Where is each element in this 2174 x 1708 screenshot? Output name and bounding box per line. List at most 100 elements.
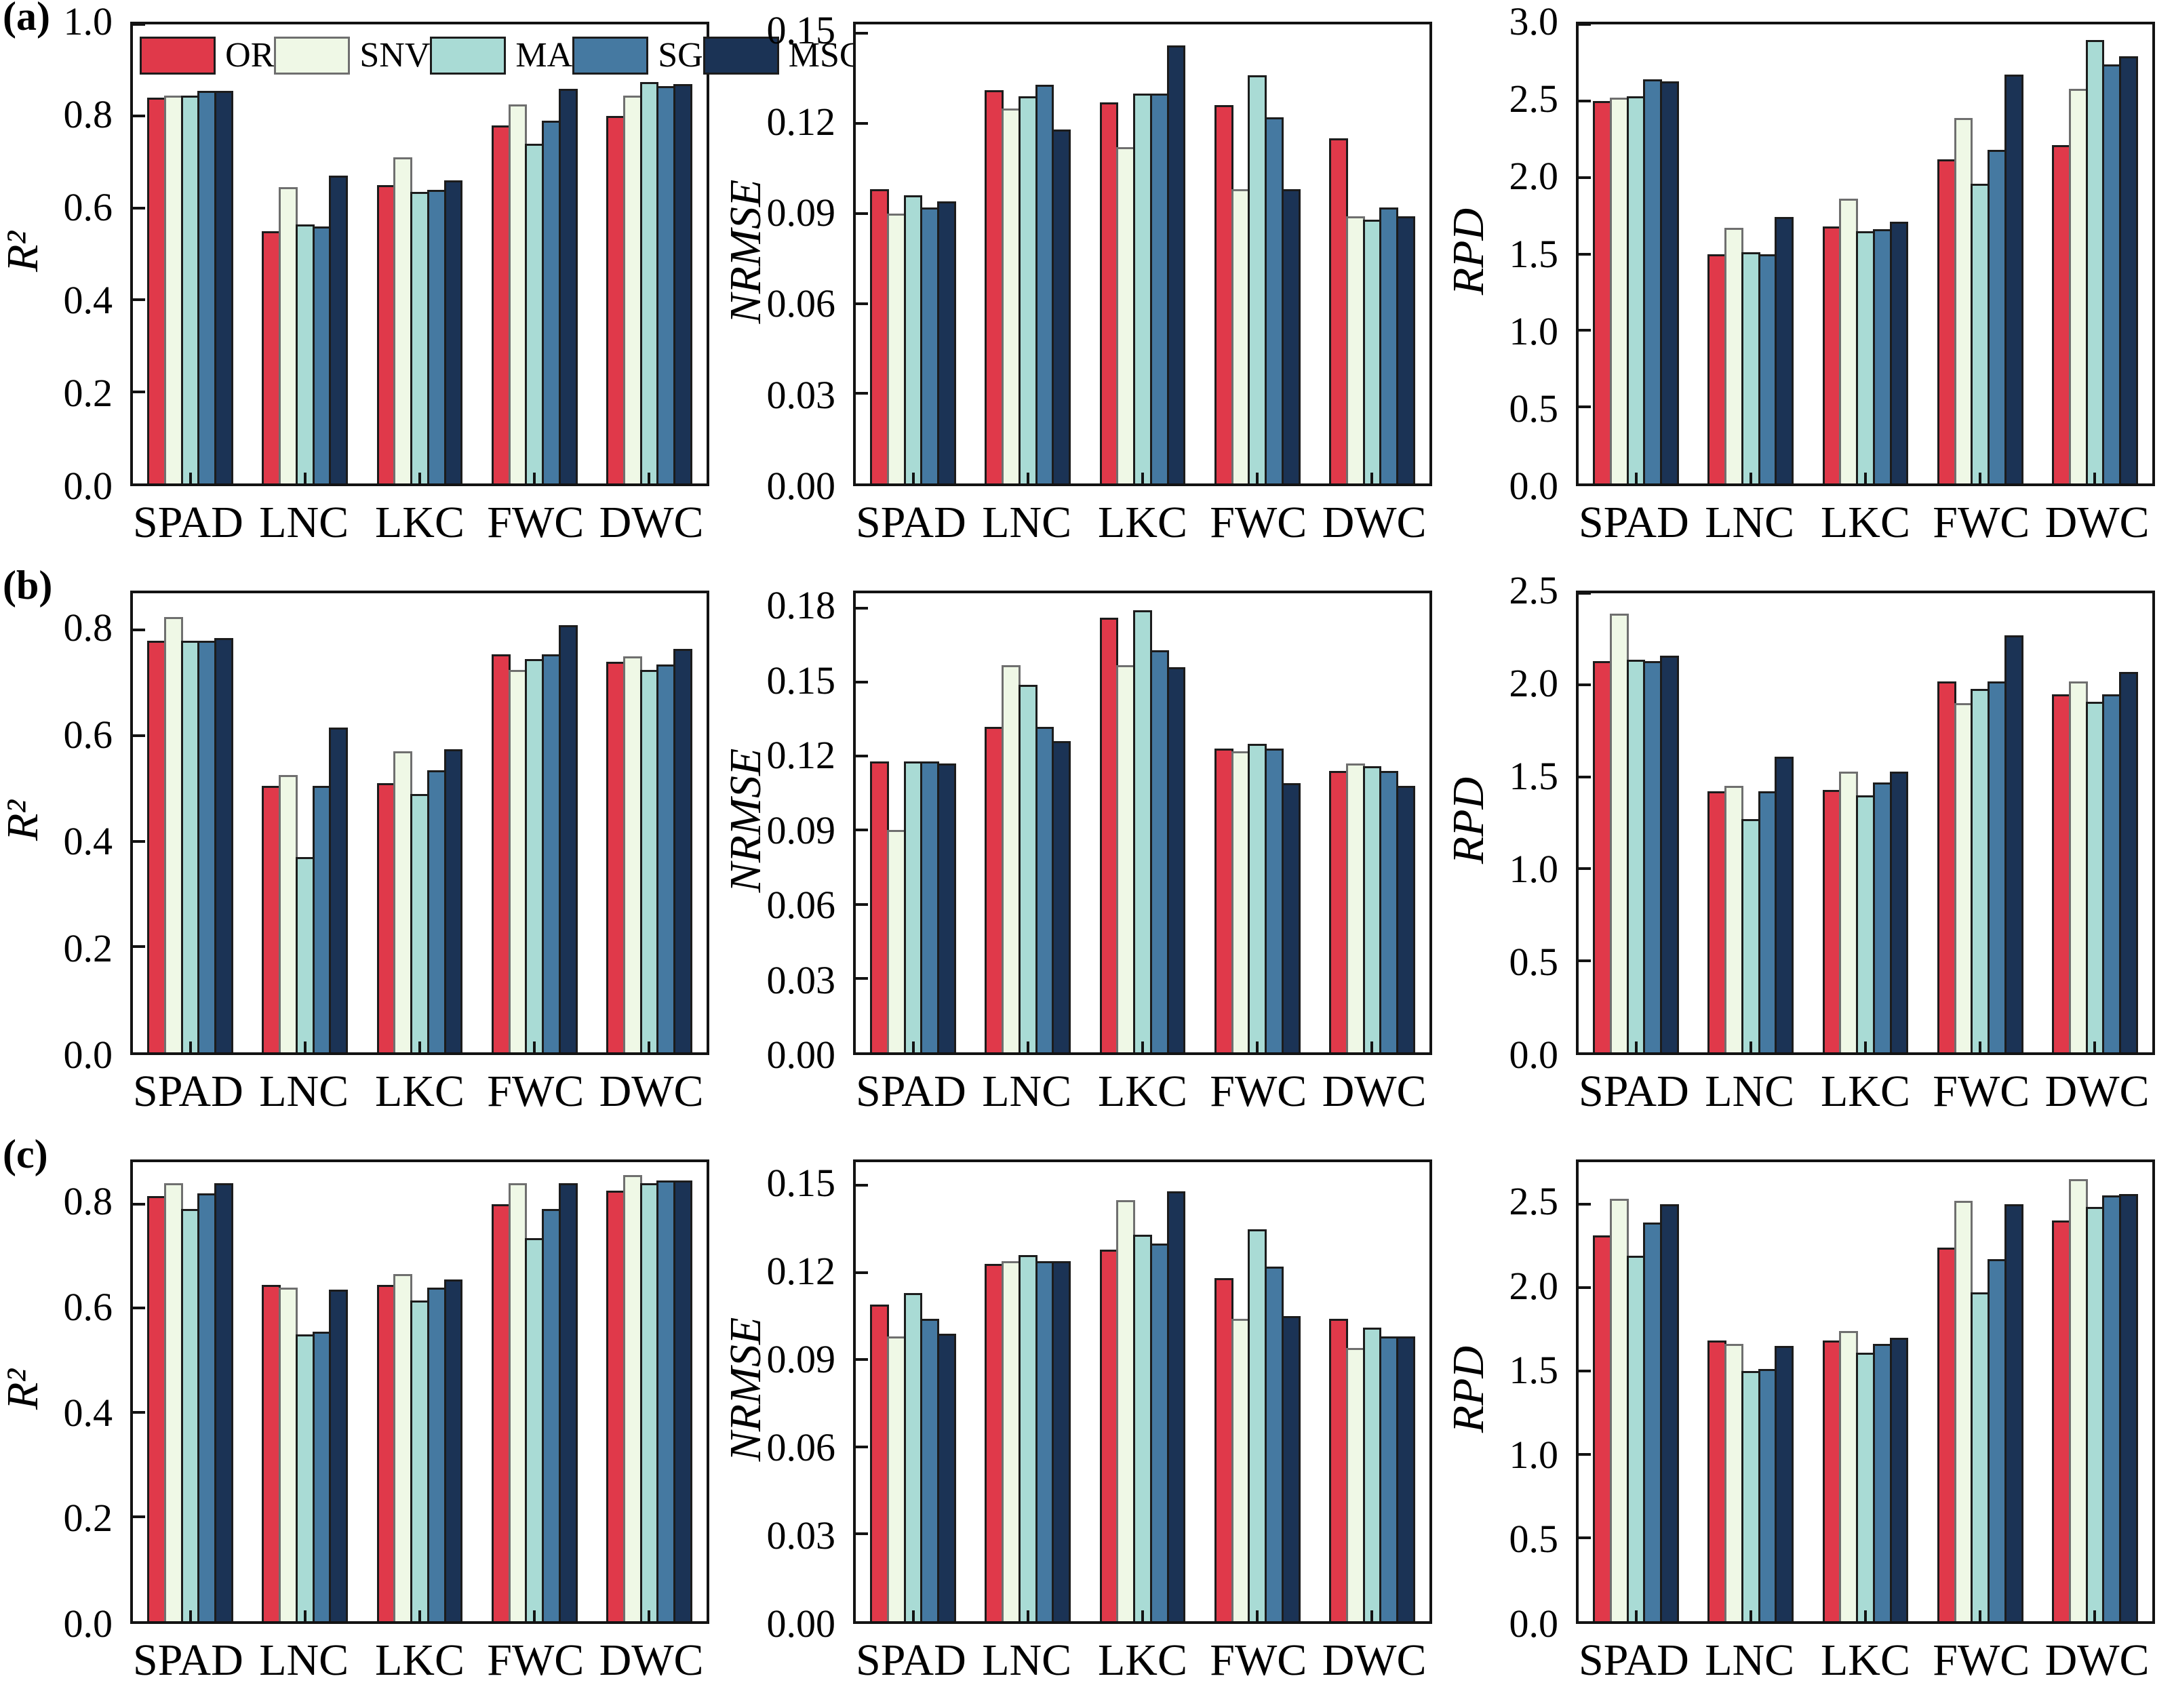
bar-snv-spad (1609, 1199, 1629, 1621)
bar-sg-lnc (312, 1332, 332, 1621)
y-tick-mark (856, 976, 868, 980)
bar-snv-lnc (1002, 664, 1021, 1052)
bar-snv-lnc (279, 187, 298, 483)
bar-group-dwc (2038, 1162, 2152, 1621)
x-label-lnc: LNC (1705, 498, 1795, 547)
bar-sg-lkc (1872, 229, 1892, 483)
x-label-dwc: DWC (1322, 1067, 1427, 1116)
x-tick-mark-dwc (648, 1041, 651, 1052)
bar-msc-fwc (1281, 783, 1301, 1052)
chart-c-nrmse: NRMSE 0.00 0.03 0.06 0.09 0.12 0.15 SPAD LNC LKC F… (721, 1139, 1448, 1708)
bar-msc-fwc (558, 88, 578, 483)
bar-sg-fwc (1988, 150, 2007, 483)
bar-msc-spad (937, 201, 956, 483)
y-tick-labels-b-rpd: 0.0 0.5 1.0 1.5 2.0 2.5 (1448, 571, 1568, 1075)
y-tick-mark (1579, 775, 1591, 778)
bar-or-fwc (491, 125, 511, 483)
bar-msc-lnc (329, 728, 349, 1052)
bar-snv-spad (886, 213, 906, 483)
x-tick-mark-dwc (1370, 1041, 1374, 1052)
bar-msc-lnc (1775, 757, 1794, 1052)
y-tick-label: 0.15 (766, 658, 836, 702)
bar-ma-lkc (1133, 610, 1152, 1052)
x-label-dwc: DWC (599, 498, 704, 547)
bar-or-lkc (1822, 789, 1842, 1052)
x-tick-mark-fwc (1979, 1610, 1982, 1621)
bar-sg-dwc (2102, 694, 2121, 1052)
bar-group-lnc (248, 1162, 362, 1621)
bar-group-dwc (592, 1162, 707, 1621)
y-tick-label: 0.00 (766, 1602, 836, 1646)
x-tick-mark-lnc (1026, 1041, 1029, 1052)
x-label-dwc: DWC (2044, 498, 2150, 547)
x-tick-mark-dwc (2093, 1041, 2097, 1052)
bar-msc-dwc (1396, 785, 1415, 1052)
y-tick-mark (133, 1307, 145, 1310)
x-label-dwc: DWC (2044, 1635, 2150, 1685)
panel-label-a-r2: (a) (3, 0, 50, 39)
bar-or-fwc (1937, 159, 1956, 483)
y-tick-mark (856, 1532, 868, 1536)
y-tick-label: 2.5 (1509, 1179, 1559, 1224)
bar-msc-lnc (1775, 217, 1794, 483)
bar-or-fwc (1937, 681, 1956, 1052)
bar-sg-dwc (656, 1180, 675, 1621)
bar-msc-fwc (1281, 1316, 1301, 1621)
y-tick-labels-c-rpd: 0.0 0.5 1.0 1.5 2.0 2.5 (1448, 1159, 1568, 1644)
y-tick-mark (133, 206, 145, 210)
bar-or-lkc (1822, 226, 1842, 483)
y-tick-mark (1579, 1452, 1591, 1456)
y-tick-mark (133, 23, 145, 26)
plot-area-c-rpd (1576, 1159, 2155, 1624)
y-tick-label: 0.00 (766, 464, 836, 508)
x-label-fwc: FWC (1210, 498, 1307, 547)
bar-group-lkc (1808, 1162, 1922, 1621)
y-tick-mark (133, 629, 145, 632)
x-label-lkc: LKC (1820, 498, 1910, 547)
x-label-dwc: DWC (599, 1067, 704, 1116)
y-tick-label: 3.0 (1509, 0, 1559, 43)
bar-snv-lkc (393, 751, 413, 1052)
y-tick-label: 0.0 (1509, 464, 1559, 508)
x-tick-mark-lkc (1864, 1041, 1867, 1052)
x-tick-mark-spad (911, 1041, 915, 1052)
bar-ma-lnc (1018, 684, 1037, 1052)
bar-or-lnc (985, 1263, 1004, 1621)
x-tick-mark-fwc (533, 1610, 536, 1621)
y-tick-mark (133, 734, 145, 738)
bar-snv-lnc (1724, 1344, 1743, 1621)
x-tick-mark-spad (1634, 1610, 1638, 1621)
bar-or-dwc (606, 662, 625, 1052)
x-label-lnc: LNC (1705, 1635, 1795, 1685)
bar-msc-spad (1660, 656, 1679, 1052)
plot-area-a-nrmse (853, 22, 1432, 486)
bar-or-fwc (1214, 105, 1233, 483)
plot-area-a-r2: OR SNV MA SG MSC (130, 22, 863, 486)
bar-ma-lnc (295, 224, 315, 483)
bar-or-lkc (1822, 1340, 1842, 1621)
bar-snv-fwc (508, 669, 528, 1052)
y-tick-label: 0.8 (63, 605, 113, 650)
bar-sg-spad (1643, 1222, 1663, 1621)
y-tick-label: 0.00 (766, 1033, 836, 1077)
bar-sg-spad (197, 641, 217, 1052)
bar-sg-fwc (542, 121, 561, 483)
bar-ma-spad (180, 1209, 200, 1621)
x-tick-mark-lnc (303, 1041, 307, 1052)
x-tick-mark-dwc (1370, 473, 1374, 483)
bar-or-lkc (1099, 618, 1119, 1052)
bar-ma-spad (180, 95, 200, 483)
bar-group-spad (133, 24, 248, 483)
bar-group-spad (856, 593, 970, 1052)
bar-msc-dwc (673, 84, 692, 483)
bar-msc-dwc (1396, 1336, 1415, 1621)
y-tick-label: 0.03 (766, 372, 836, 417)
y-tick-mark (1579, 1202, 1591, 1206)
bar-or-dwc (2052, 694, 2071, 1052)
bar-ma-lkc (410, 1300, 429, 1621)
bar-msc-spad (214, 638, 233, 1052)
y-tick-mark (856, 392, 868, 395)
bar-ma-lkc (1133, 1235, 1152, 1621)
y-tick-label: 0.2 (63, 926, 113, 970)
x-tick-mark-spad (1634, 473, 1638, 483)
